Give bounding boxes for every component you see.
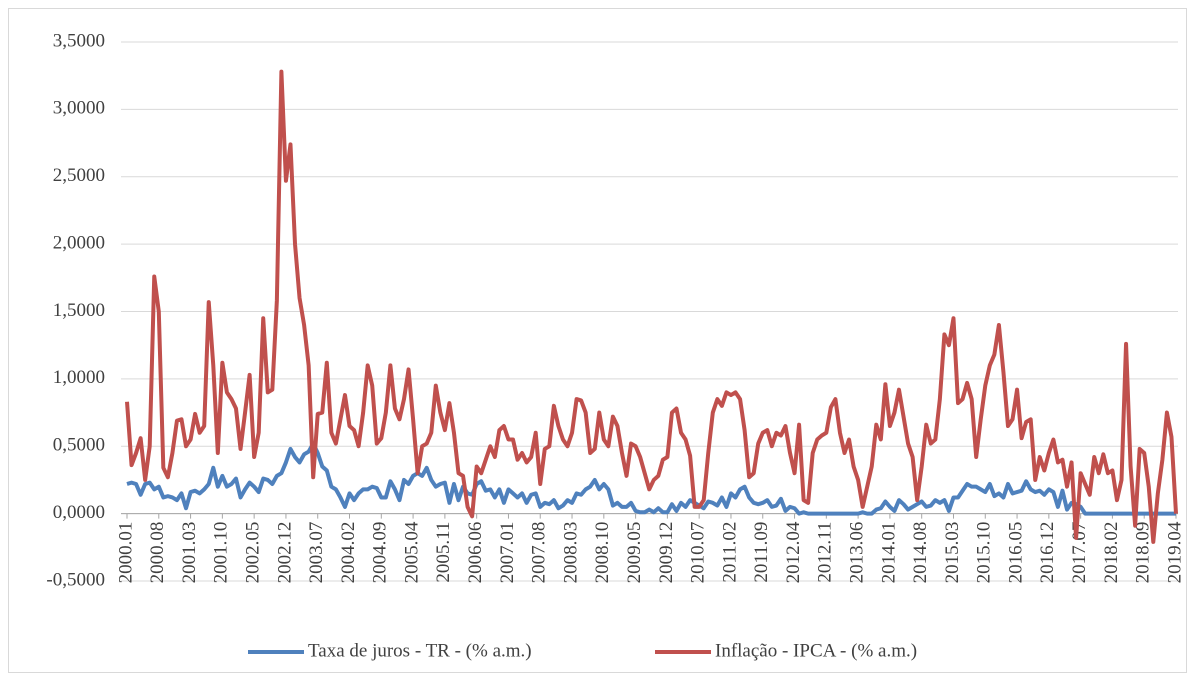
x-tick-label: 2012.11 — [815, 522, 836, 583]
x-tick-label: 2004.02 — [338, 522, 359, 584]
x-tick-label: 2003.07 — [306, 522, 327, 584]
x-tick-label: 2005.04 — [401, 521, 422, 583]
legend-label: Taxa de juros - TR - (% a.m.) — [308, 640, 532, 661]
x-tick-label: 2015.03 — [942, 522, 963, 584]
y-tick-label: 2,0000 — [53, 232, 105, 253]
y-tick-label: 1,5000 — [53, 300, 105, 321]
x-tick-label: 2016.12 — [1037, 522, 1058, 584]
x-tick-label: 2007.01 — [497, 522, 518, 584]
y-tick-label: -0,5000 — [46, 569, 105, 590]
series-line — [126, 441, 1176, 516]
x-tick-label: 2002.05 — [243, 522, 264, 584]
x-tick-label: 2002.12 — [274, 522, 295, 584]
x-tick-label: 2017.07 — [1069, 522, 1090, 584]
y-tick-label: 3,0000 — [53, 98, 105, 119]
x-tick-label: 2005.11 — [433, 522, 454, 583]
x-tick-label: 2019.04 — [1164, 521, 1185, 583]
y-tick-label: 0,0000 — [53, 502, 105, 523]
chart-border — [8, 8, 1187, 673]
y-tick-label: 1,0000 — [53, 367, 105, 388]
legend-label: Inflação - IPCA - (% a.m.) — [715, 640, 917, 661]
series-line — [125, 69, 1178, 544]
x-tick-label: 2006.06 — [465, 522, 486, 584]
x-tick-label: 2016.05 — [1005, 522, 1026, 584]
x-tick-label: 2000.08 — [147, 522, 168, 584]
y-tick-label: 3,5000 — [53, 30, 105, 51]
x-tick-label: 2011.09 — [751, 522, 772, 583]
x-tick-label: 2009.12 — [656, 522, 677, 584]
x-tick-label: 2011.02 — [719, 522, 740, 583]
x-tick-label: 2007.08 — [529, 522, 550, 584]
x-tick-label: 2018.09 — [1133, 522, 1154, 584]
x-tick-label: 2000.01 — [115, 522, 136, 584]
x-tick-label: 2001.03 — [179, 522, 200, 584]
y-tick-label: 2,5000 — [53, 165, 105, 186]
x-tick-label: 2013.06 — [846, 522, 867, 584]
x-tick-label: 2001.10 — [211, 522, 232, 584]
y-tick-label: 0,5000 — [53, 435, 105, 456]
x-tick-label: 2014.08 — [910, 522, 931, 584]
x-tick-label: 2015.10 — [974, 522, 995, 584]
x-tick-label: 2012.04 — [783, 521, 804, 583]
x-tick-label: 2008.03 — [560, 522, 581, 584]
x-tick-label: 2009.05 — [624, 522, 645, 584]
x-tick-label: 2008.10 — [592, 522, 613, 584]
x-tick-label: 2010.07 — [688, 522, 709, 584]
x-tick-label: 2014.01 — [878, 522, 899, 584]
x-tick-label: 2018.02 — [1101, 522, 1122, 584]
x-tick-label: 2004.09 — [370, 522, 391, 584]
